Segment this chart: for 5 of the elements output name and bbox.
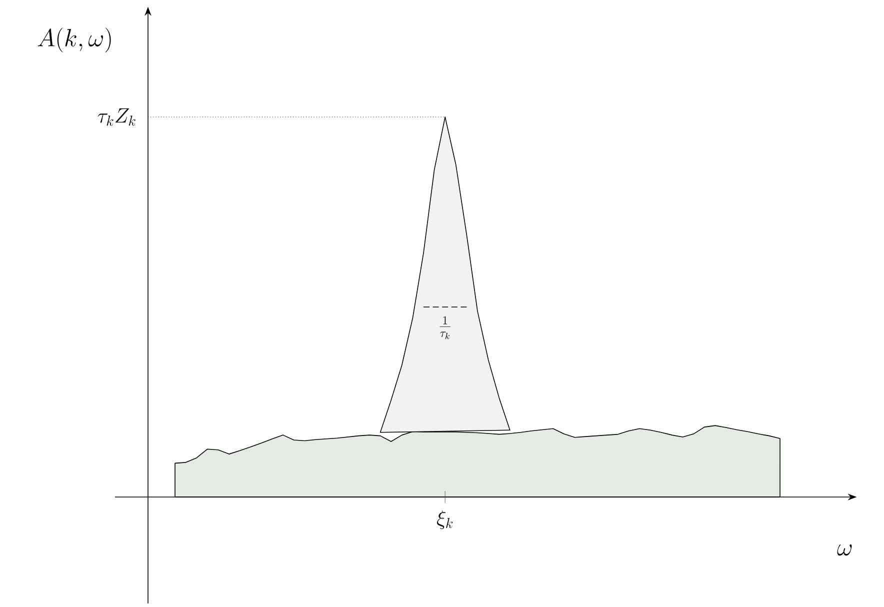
annotation: $\frac{1}{\tau_k}$ [440, 316, 450, 340]
text: $\xi_k$ [436, 510, 453, 530]
text: $\omega$ [837, 544, 852, 556]
text: $A(k,\omega)$ [38, 28, 111, 52]
text: $\tau_k Z_k$ [98, 108, 136, 126]
